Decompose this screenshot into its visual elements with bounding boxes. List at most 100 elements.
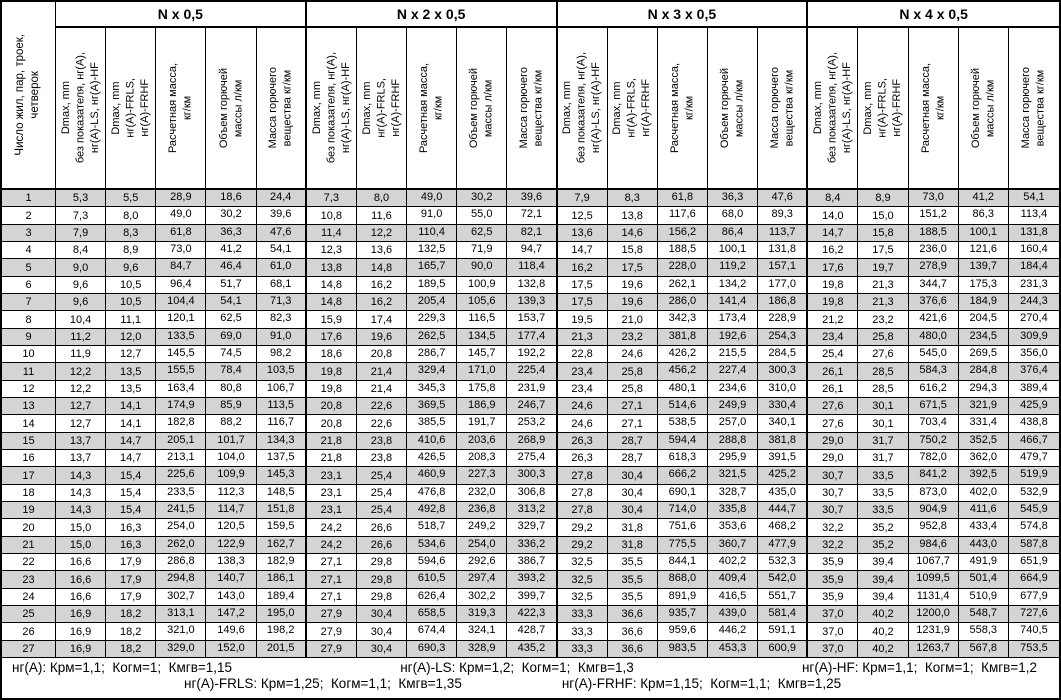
table-cell: 227,4	[707, 363, 759, 381]
table-cell: 227,3	[457, 467, 508, 485]
table-cell: 17,4	[356, 311, 408, 329]
table-cell: 479,7	[1008, 450, 1059, 468]
table-cell: 306,8	[507, 484, 558, 502]
table-cell: 262,1	[657, 276, 708, 294]
column-header: Масса горючего вещества кг/км	[507, 28, 558, 190]
table-cell: 626,4	[407, 588, 458, 606]
table-cell: 35,9	[808, 554, 859, 572]
table-cell: 460,9	[407, 467, 458, 485]
table-cell: 295,9	[707, 450, 759, 468]
table-cell: 666,2	[657, 467, 708, 485]
table-cell: 402,2	[707, 554, 759, 572]
table-cell: 19,8	[306, 363, 357, 381]
table-cell: 677,9	[1008, 589, 1059, 606]
table-cell: 40,2	[858, 623, 909, 641]
table-cell: 674,4	[407, 623, 458, 641]
table-cell: 331,4	[958, 415, 1009, 433]
table-cell: 145,7	[457, 346, 508, 364]
table-cell: 891,9	[657, 588, 708, 606]
row-number: 17	[2, 467, 56, 485]
table-cell: 25,4	[356, 502, 408, 520]
row-count-header: Число жил, пар, троек, четверок	[2, 2, 56, 190]
table-cell: 225,6	[156, 467, 207, 485]
table-cell: 21,8	[306, 450, 357, 468]
table-cell: 600,9	[758, 640, 809, 658]
table-cell: 841,2	[908, 467, 959, 485]
table-cell: 329,4	[407, 363, 458, 381]
table-cell: 548,7	[958, 606, 1009, 624]
table-cell: 35,9	[808, 588, 859, 606]
table-cell: 690,3	[407, 640, 458, 658]
table-cell: 27,6	[858, 346, 909, 364]
table-cell: 7,3	[306, 190, 357, 208]
table-cell: 61,0	[256, 259, 307, 277]
row-number: 15	[2, 432, 56, 450]
table-cell: 27,9	[306, 606, 357, 624]
table-cell: 302,2	[457, 588, 508, 606]
table-cell: 228,9	[758, 311, 809, 329]
table-cell: 18,2	[106, 623, 157, 641]
table-cell: 192,2	[507, 346, 558, 364]
table-cell: 16,3	[106, 519, 157, 537]
table-cell: 39,6	[256, 207, 307, 225]
table-cell: 73,0	[908, 190, 959, 208]
column-header: Расчетная масса, кг/км	[156, 28, 207, 190]
table-cell: 23,2	[607, 328, 658, 346]
table-cell: 30,1	[858, 415, 909, 433]
row-number: 7	[2, 294, 56, 312]
table-cell: 119,2	[707, 259, 759, 277]
table-cell: 24,6	[557, 398, 608, 416]
table-cell: 25,4	[808, 346, 859, 364]
table-cell: 21,0	[607, 311, 658, 329]
table-cell: 393,2	[507, 571, 558, 589]
table-cell: 17,5	[607, 259, 658, 277]
table-cell: 8,3	[607, 190, 658, 208]
table-cell: 39,6	[507, 190, 558, 208]
row-number: 23	[2, 571, 56, 589]
table-cell: 35,5	[607, 554, 658, 572]
table-cell: 17,9	[106, 554, 157, 572]
table-cell: 24,6	[607, 346, 658, 364]
table-cell: 12,0	[106, 328, 157, 346]
table-cell: 399,7	[507, 588, 558, 606]
table-cell: 17,6	[306, 328, 357, 346]
table-cell: 46,4	[206, 259, 257, 277]
row-count-header-label: Число жил, пар, троек, четверок	[14, 34, 42, 156]
column-header-label: Расчетная масса, кг/км	[418, 62, 445, 154]
table-cell: 37,0	[808, 623, 859, 641]
table-cell: 468,2	[758, 519, 809, 537]
table-cell: 54,1	[206, 294, 257, 312]
table-cell: 29,8	[356, 571, 408, 589]
table-cell: 133,5	[156, 328, 207, 346]
table-cell: 120,1	[156, 311, 207, 329]
footnote-line-1: нг(А): Крм=1,1; Когм=1; Кмгв=1,15 нг(А)-…	[2, 660, 1059, 676]
table-cell: 376,4	[1008, 363, 1059, 381]
table-cell: 88,2	[206, 415, 257, 433]
table-cell: 594,4	[657, 432, 708, 450]
table-cell: 12,2	[56, 363, 107, 381]
table-cell: 13,6	[356, 242, 408, 260]
table-cell: 19,6	[607, 276, 658, 294]
table-cell: 11,6	[356, 207, 408, 225]
table-cell: 203,6	[457, 432, 508, 450]
table-cell: 8,9	[106, 242, 157, 260]
table-cell: 27,8	[557, 502, 608, 520]
table-cell: 8,0	[356, 190, 408, 208]
table-cell: 47,6	[256, 224, 307, 242]
table-cell: 27,8	[557, 467, 608, 485]
table-cell: 148,5	[256, 484, 307, 502]
table-cell: 175,3	[958, 276, 1009, 294]
table-cell: 134,2	[707, 276, 759, 294]
table-cell: 257,0	[707, 415, 759, 433]
table-cell: 28,7	[607, 450, 658, 468]
table-cell: 328,7	[707, 484, 759, 502]
table-cell: 31,8	[607, 519, 658, 537]
table-cell: 132,8	[507, 276, 558, 294]
table-cell: 329,7	[507, 519, 558, 537]
table-cell: 215,5	[707, 346, 759, 364]
table-cell: 104,4	[156, 294, 207, 312]
table-cell: 233,5	[156, 484, 207, 502]
table-cell: 182,9	[256, 554, 307, 572]
table-cell: 262,0	[156, 536, 207, 554]
